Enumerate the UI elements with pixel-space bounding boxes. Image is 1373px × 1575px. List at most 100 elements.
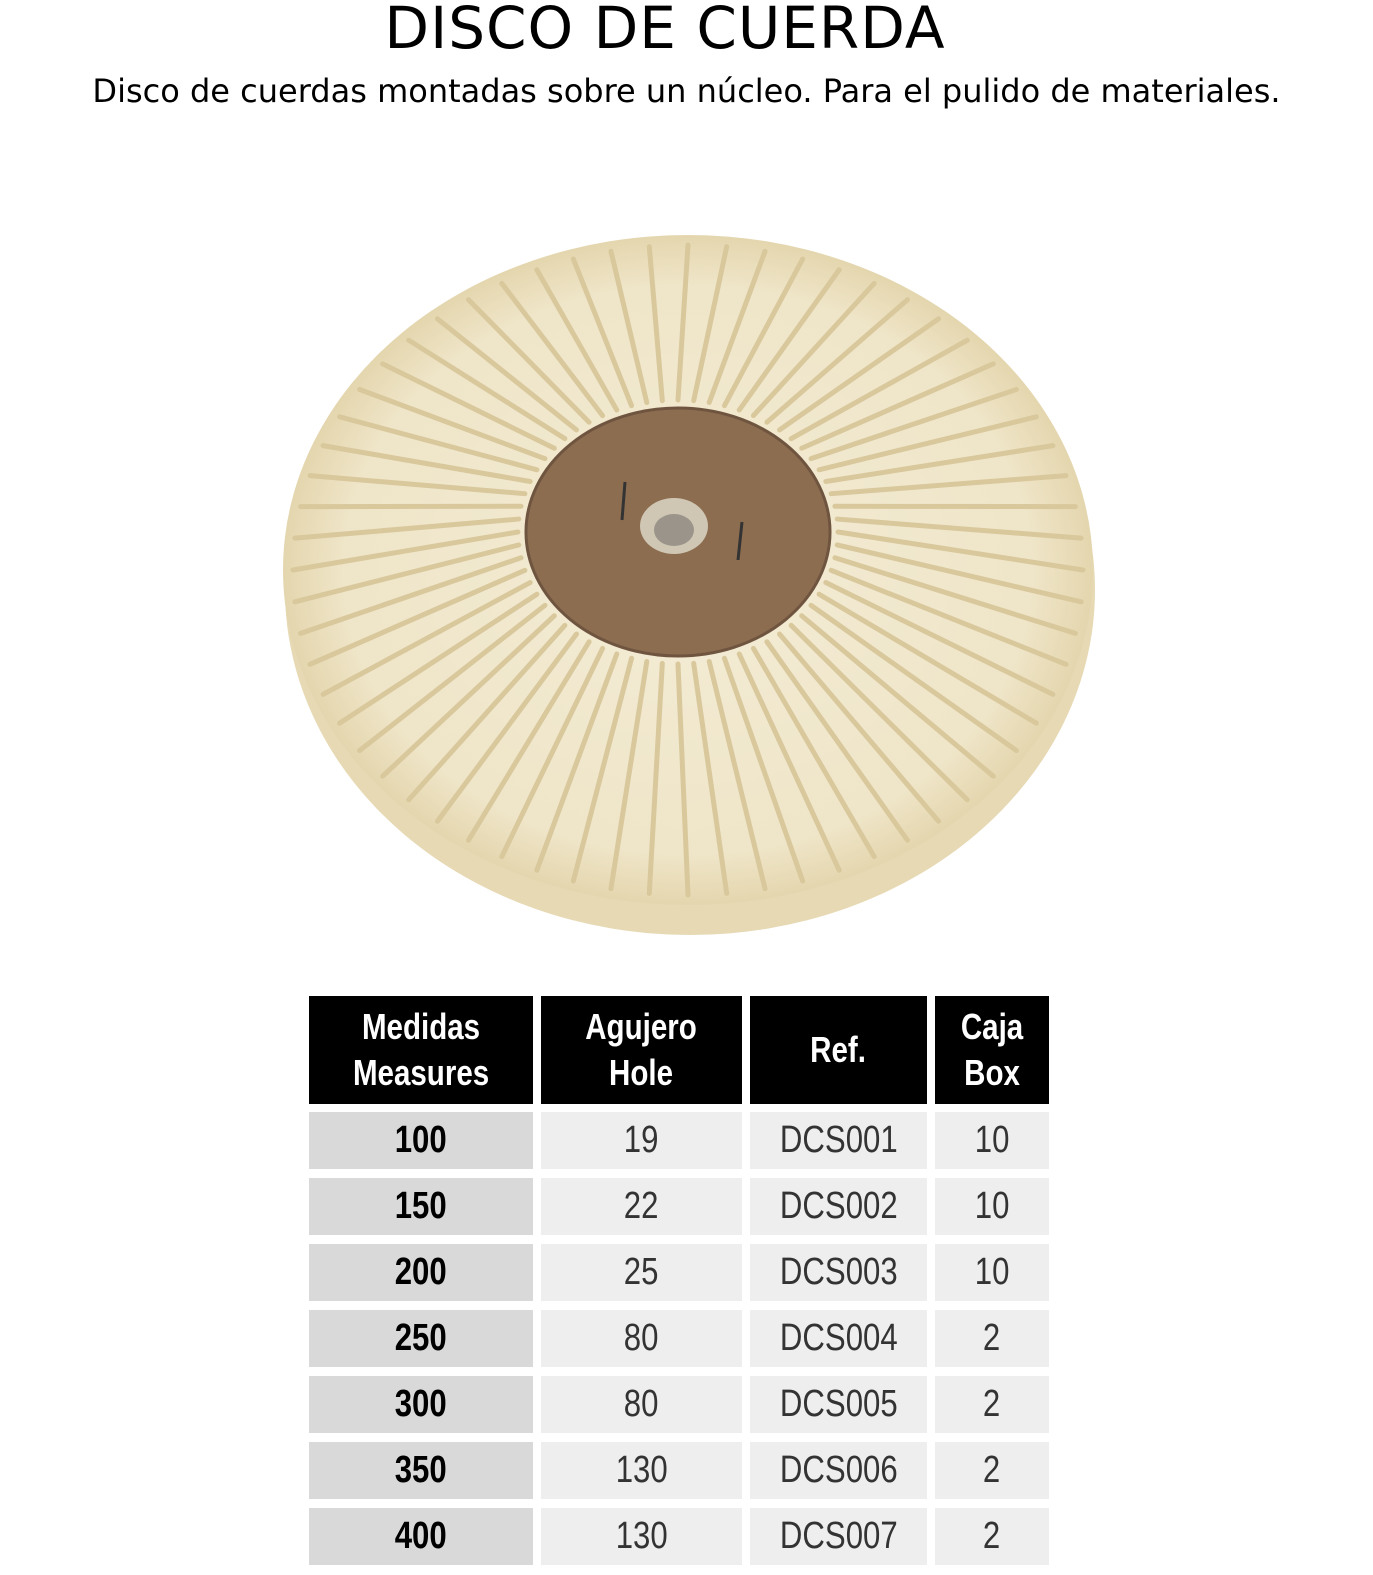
rope-strand (534, 267, 620, 413)
rope-strand (764, 639, 910, 843)
rope-strand (706, 248, 768, 406)
cell-value: DCS007 (779, 1515, 898, 1557)
rope-strand (320, 580, 533, 697)
table-cell: 130 (541, 1508, 742, 1565)
table-cell: 150 (309, 1178, 533, 1235)
rope-strand (706, 658, 768, 892)
cell-value: 250 (395, 1317, 447, 1359)
table-cell: 2 (935, 1376, 1049, 1433)
rope-strand (570, 256, 635, 409)
rope-strand (466, 639, 592, 843)
rope-strand (691, 244, 730, 404)
cell-value: 130 (615, 1515, 668, 1557)
rope-strand (777, 631, 942, 824)
rope-strand (816, 414, 1039, 473)
cell-value: 2 (983, 1515, 1001, 1557)
rope-strand (406, 622, 568, 803)
cell-value: 80 (624, 1383, 659, 1425)
table-cell: 2 (935, 1310, 1049, 1367)
rope-strand (835, 529, 1086, 573)
rope-strand (736, 651, 842, 873)
cell-value: 130 (615, 1449, 668, 1491)
table-cell: DCS003 (750, 1244, 927, 1301)
rope-strand (808, 602, 1019, 754)
cell-value: 19 (624, 1119, 659, 1161)
rope-strand (828, 473, 1069, 497)
rope-strand (721, 256, 806, 409)
cell-value: 2 (983, 1383, 1001, 1425)
rope-strand (823, 443, 1056, 484)
rope-strand (675, 661, 691, 898)
rope-strand (434, 631, 579, 824)
table-cell: 200 (309, 1244, 533, 1301)
rope-strand (292, 542, 522, 605)
rope-strand (808, 386, 1019, 462)
rope-strand (434, 316, 579, 433)
cell-value: DCS006 (779, 1449, 898, 1491)
table-cell: DCS002 (750, 1178, 927, 1235)
table-cell: DCS001 (750, 1112, 927, 1169)
rope-strand (570, 655, 635, 884)
rope-strand (646, 244, 665, 404)
rope-strand (290, 529, 521, 573)
rope-strand (499, 280, 606, 419)
rope-strand (777, 316, 942, 433)
rope-strand (608, 658, 650, 892)
table-cell: DCS004 (750, 1310, 927, 1367)
table-cell: 400 (309, 1508, 533, 1565)
table-cell: 250 (309, 1310, 533, 1367)
rope-strand (691, 660, 730, 896)
rope-strand (357, 386, 548, 462)
rope-strand (608, 248, 650, 406)
rope-strand (307, 473, 528, 497)
table-cell: 19 (541, 1112, 742, 1169)
table-cell: 10 (935, 1178, 1049, 1235)
rope-strand (380, 613, 557, 779)
product-photo (283, 235, 1095, 935)
table-cell: 25 (541, 1244, 742, 1301)
table-cell: 130 (541, 1442, 742, 1499)
cell-value: 10 (974, 1119, 1010, 1161)
rope-strand (292, 516, 522, 541)
rope-strand (799, 361, 996, 451)
rope-strand (834, 516, 1084, 541)
table-header: Medidas Measures (309, 996, 533, 1104)
cell-value: 150 (395, 1185, 447, 1227)
table-cell: 10 (935, 1112, 1049, 1169)
rope-strand (828, 567, 1069, 667)
rope-strand (499, 645, 606, 860)
table-cell: 22 (541, 1178, 742, 1235)
header-label: Box (964, 1052, 1020, 1093)
rope-strand (646, 660, 665, 896)
cell-value: DCS003 (779, 1251, 898, 1293)
rope-strand (380, 361, 557, 451)
header-label: Caja (960, 1006, 1024, 1047)
table-header: Agujero Hole (541, 996, 742, 1104)
rope-strand (736, 267, 842, 413)
rope-strand (832, 555, 1078, 636)
rope-strand (357, 602, 548, 754)
rope-strand (788, 622, 970, 803)
table-cell: 2 (935, 1508, 1049, 1565)
cell-value: 22 (624, 1185, 659, 1227)
table-cell: 300 (309, 1376, 533, 1433)
header-label: Agujero (585, 1006, 698, 1047)
table-header: Caja Box (935, 996, 1049, 1104)
table-cell: DCS007 (750, 1508, 927, 1565)
rope-strand (675, 242, 691, 403)
table-cell: 2 (935, 1442, 1049, 1499)
cell-value: DCS005 (779, 1383, 898, 1425)
rope-strand (298, 555, 524, 636)
cell-value: 2 (983, 1449, 1001, 1491)
rope-strand (799, 613, 996, 779)
cell-value: 200 (395, 1251, 447, 1293)
rope-strand (816, 591, 1039, 726)
rope-strand (406, 337, 568, 442)
rope-strand (466, 297, 592, 425)
rope-strand (764, 297, 910, 425)
rope-strand (337, 414, 540, 473)
rope-strand (750, 280, 877, 419)
cell-value: 300 (395, 1383, 447, 1425)
rope-strand (337, 591, 540, 726)
table-cell: 350 (309, 1442, 533, 1499)
